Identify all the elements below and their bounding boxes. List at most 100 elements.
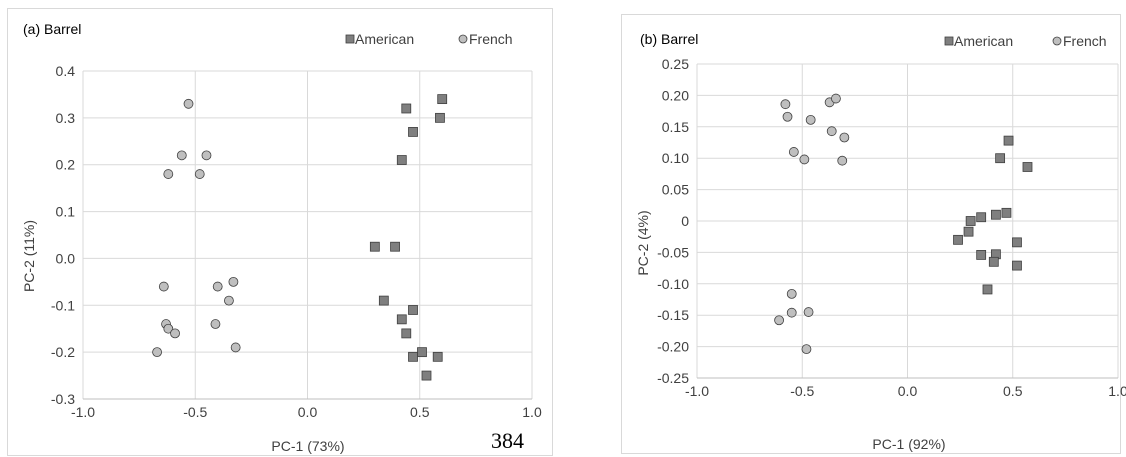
- chart-b-x-tick-label: 0.0: [898, 383, 918, 399]
- chart-a-point-american: [390, 241, 400, 252]
- chart-b-y-tick-label: -0.20: [657, 339, 689, 355]
- chart-b-point-american: [1012, 260, 1022, 271]
- chart-a-point-french: [194, 169, 205, 179]
- chart-b-x-tick-label: 0.5: [1003, 383, 1023, 399]
- chart-b-point-american: [982, 284, 993, 295]
- legend-french-label: French: [469, 31, 513, 47]
- chart-a-point-american: [435, 112, 445, 123]
- chart-b-y-tick-label: 0: [681, 213, 689, 229]
- chart-b-y-tick-label: -0.15: [657, 307, 689, 323]
- chart-a-point-french: [212, 281, 223, 292]
- chart-b-point-french: [799, 154, 810, 165]
- chart-a-y-tick-label: 0.4: [56, 63, 76, 79]
- legend-french-marker: [458, 34, 468, 44]
- chart-b-svg: -1.0 -0.5 0.0 0.5 1.0 0.25 0.20 0.15 0.10 0.05 0 -…: [635, 31, 1126, 452]
- chart-a-point-french: [183, 98, 194, 109]
- legend-american-label: American: [954, 33, 1013, 49]
- chart-b-point-french: [837, 155, 848, 166]
- chart-b-point-american: [963, 226, 974, 237]
- chart-b-x-tick-label: 1.0: [1108, 383, 1126, 399]
- chart-b-y-tick-label: 0.20: [662, 87, 689, 103]
- chart-b-point-french: [801, 344, 812, 355]
- chart-a-y-tick-label: 0.0: [56, 250, 76, 266]
- chart-b-y-tick-label: -0.05: [657, 244, 689, 260]
- chart-a-point-american: [417, 347, 427, 358]
- legend-french-label: French: [1063, 33, 1107, 49]
- chart-b-title: (b) Barrel: [640, 31, 698, 47]
- chart-a-point-french: [163, 169, 174, 179]
- chart-a-point-french: [176, 150, 187, 161]
- chart-b-y-tick-label: 0.25: [662, 56, 689, 72]
- chart-b-point-french: [782, 111, 793, 122]
- chart-a-y-tick-label: 0.1: [56, 204, 76, 220]
- chart-b-point-american: [1003, 135, 1014, 146]
- chart-a-point-american: [408, 127, 418, 137]
- chart-b-point-french: [826, 126, 837, 137]
- chart-b-y-tick-label: -0.10: [657, 276, 689, 292]
- chart-a-point-american: [396, 314, 407, 325]
- chart-b-x-tick-label: -0.5: [790, 383, 814, 399]
- chart-a-point-american: [369, 241, 380, 252]
- chart-a-point-american: [401, 103, 412, 114]
- chart-b-x-tick-label: -1.0: [685, 383, 709, 399]
- chart-a-legend: American French: [345, 31, 513, 47]
- chart-b-point-american: [988, 256, 999, 267]
- chart-a-svg: -1.0 -0.5 0.0 0.5 1.0 0.4 0.3 0.2 0.1 0.0 -0.1 -0.…: [21, 21, 542, 454]
- chart-b-point-french: [774, 315, 784, 326]
- chart-b-y-tick-label: 0.15: [662, 119, 689, 135]
- chart-a-point-french: [210, 319, 221, 329]
- chart-b-point-french: [780, 99, 791, 110]
- chart-b-panel: -1.0 -0.5 0.0 0.5 1.0 0.25 0.20 0.15 0.10 0.05 0 -…: [621, 14, 1126, 454]
- chart-b-point-french: [786, 307, 797, 318]
- chart-a-point-french: [230, 342, 241, 353]
- chart-a-point-french: [158, 281, 169, 292]
- chart-b-point-american: [995, 153, 1006, 164]
- chart-b-legend: American French: [944, 33, 1107, 49]
- chart-a-point-french: [201, 150, 212, 161]
- chart-b-point-american: [1012, 237, 1022, 248]
- chart-a-point-american: [396, 155, 407, 165]
- chart-b-point-french: [831, 93, 841, 104]
- legend-french-marker: [1052, 36, 1062, 46]
- chart-a-point-american: [408, 305, 418, 315]
- chart-a-point-american: [421, 370, 432, 381]
- chart-a-y-tick-label: 0.2: [56, 157, 76, 173]
- chart-b-xlabel: PC-1 (92%): [872, 436, 945, 452]
- chart-a-title: (a) Barrel: [23, 21, 81, 37]
- chart-a-x-tick-label: -0.5: [183, 404, 207, 420]
- chart-a-ylabel: PC-2 (11%): [21, 220, 37, 292]
- page-number: 384: [491, 428, 524, 453]
- chart-a-xlabel: PC-1 (73%): [271, 438, 344, 454]
- chart-b-point-american: [991, 209, 1001, 220]
- chart-b-point-american: [953, 234, 963, 245]
- chart-b-ylabel: PC-2 (4%): [635, 210, 651, 275]
- legend-american-marker: [345, 34, 355, 44]
- chart-b-point-american: [976, 250, 987, 260]
- chart-a-panel: -1.0 -0.5 0.0 0.5 1.0 0.4 0.3 0.2 0.1 0.0 -0.1 -0.…: [7, 8, 553, 456]
- chart-a-point-french: [228, 276, 239, 287]
- chart-a-point-american: [437, 94, 448, 105]
- chart-b-y-tick-label: -0.25: [657, 370, 689, 386]
- chart-b-point-american: [1001, 207, 1012, 218]
- chart-b-point-french: [803, 307, 814, 317]
- chart-a-point-french: [224, 295, 234, 306]
- chart-a-x-tick-label: 0.5: [410, 404, 430, 420]
- chart-a-point-american: [401, 328, 412, 339]
- chart-a-y-tick-label: 0.3: [56, 110, 76, 126]
- chart-a-y-tick-label: -0.3: [51, 391, 75, 407]
- chart-b-y-tick-label: 0.10: [662, 150, 689, 166]
- chart-b-point-american: [976, 212, 987, 223]
- chart-a-y-tick-label: -0.1: [51, 297, 75, 313]
- chart-a-point-american: [432, 351, 443, 362]
- legend-american-marker: [944, 36, 954, 46]
- chart-a-point-french: [152, 347, 162, 358]
- chart-a-point-french: [170, 328, 180, 339]
- chart-a-x-tick-label: 1.0: [522, 404, 542, 420]
- chart-b-point-french: [786, 288, 797, 299]
- chart-b-point-american: [965, 216, 976, 226]
- chart-b-point-american: [1022, 162, 1033, 172]
- chart-a-point-french: [163, 323, 174, 334]
- chart-a-y-tick-label: -0.2: [51, 344, 75, 360]
- chart-a-x-tick-label: -1.0: [71, 404, 95, 420]
- chart-a-point-american: [378, 295, 389, 306]
